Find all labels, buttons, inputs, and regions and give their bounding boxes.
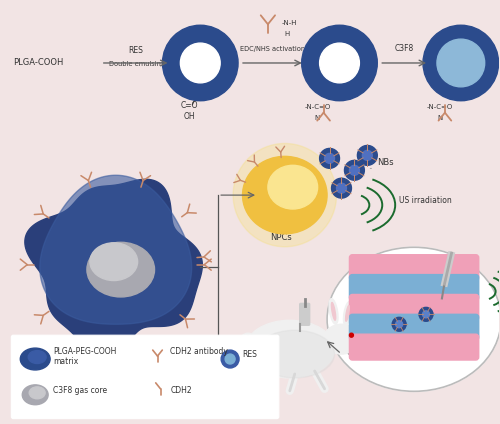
FancyBboxPatch shape: [350, 294, 478, 320]
Circle shape: [225, 354, 235, 364]
Text: N: N: [314, 114, 320, 120]
Ellipse shape: [268, 165, 318, 209]
Ellipse shape: [324, 324, 360, 354]
Text: CDH2: CDH2: [170, 386, 192, 395]
Text: C3F8 gas core: C3F8 gas core: [53, 386, 107, 395]
Text: N: N: [437, 114, 442, 120]
FancyBboxPatch shape: [350, 275, 478, 301]
FancyBboxPatch shape: [300, 304, 310, 325]
Ellipse shape: [327, 247, 500, 391]
Circle shape: [221, 350, 239, 368]
Ellipse shape: [332, 303, 336, 320]
Ellipse shape: [245, 320, 334, 378]
Circle shape: [423, 25, 498, 101]
FancyBboxPatch shape: [12, 335, 279, 418]
Circle shape: [320, 43, 360, 83]
Text: PLGA-PEG-COOH: PLGA-PEG-COOH: [53, 347, 116, 356]
Ellipse shape: [242, 156, 327, 234]
Ellipse shape: [329, 298, 338, 324]
Circle shape: [180, 43, 220, 83]
Text: RES: RES: [242, 350, 257, 359]
Text: US irradiation: US irradiation: [399, 195, 452, 204]
Circle shape: [302, 25, 378, 101]
Circle shape: [324, 153, 334, 163]
FancyBboxPatch shape: [350, 314, 478, 340]
Circle shape: [320, 148, 340, 168]
Text: PLGA-COOH: PLGA-COOH: [14, 59, 64, 67]
Text: NBs: NBs: [378, 158, 394, 167]
FancyBboxPatch shape: [350, 334, 478, 360]
Text: NPCs: NPCs: [270, 233, 291, 242]
Text: -N-C=O: -N-C=O: [304, 104, 331, 110]
Circle shape: [336, 183, 346, 193]
Circle shape: [350, 165, 360, 175]
Text: RES: RES: [128, 46, 143, 55]
Circle shape: [422, 311, 430, 318]
Text: CDH2 antibody: CDH2 antibody: [170, 347, 228, 356]
Text: C=O: C=O: [180, 100, 198, 110]
Text: -N-H: -N-H: [282, 20, 298, 26]
Text: Double emulsim: Double emulsim: [108, 61, 162, 67]
Text: H: H: [285, 31, 290, 37]
Ellipse shape: [29, 387, 45, 399]
Text: OH: OH: [184, 112, 195, 120]
Circle shape: [233, 143, 336, 247]
Circle shape: [162, 25, 238, 101]
Polygon shape: [25, 179, 203, 356]
Ellipse shape: [346, 306, 350, 321]
Ellipse shape: [87, 242, 154, 297]
Ellipse shape: [28, 351, 46, 363]
Text: matrix: matrix: [53, 357, 78, 366]
Polygon shape: [40, 175, 192, 324]
Ellipse shape: [20, 348, 50, 370]
Circle shape: [437, 39, 484, 87]
Circle shape: [358, 145, 378, 165]
Circle shape: [419, 307, 433, 321]
Circle shape: [344, 160, 364, 180]
Circle shape: [240, 333, 256, 349]
FancyBboxPatch shape: [350, 255, 478, 281]
Ellipse shape: [22, 385, 48, 405]
Circle shape: [332, 178, 351, 198]
Ellipse shape: [344, 301, 351, 325]
Text: -N-C=O: -N-C=O: [427, 104, 454, 110]
Text: EDC/NHS activation: EDC/NHS activation: [240, 46, 306, 52]
Circle shape: [350, 333, 354, 337]
Circle shape: [362, 151, 372, 160]
Text: C3F8: C3F8: [394, 44, 414, 53]
Circle shape: [396, 321, 402, 328]
Ellipse shape: [255, 330, 334, 378]
Circle shape: [392, 317, 406, 331]
Ellipse shape: [90, 243, 138, 281]
